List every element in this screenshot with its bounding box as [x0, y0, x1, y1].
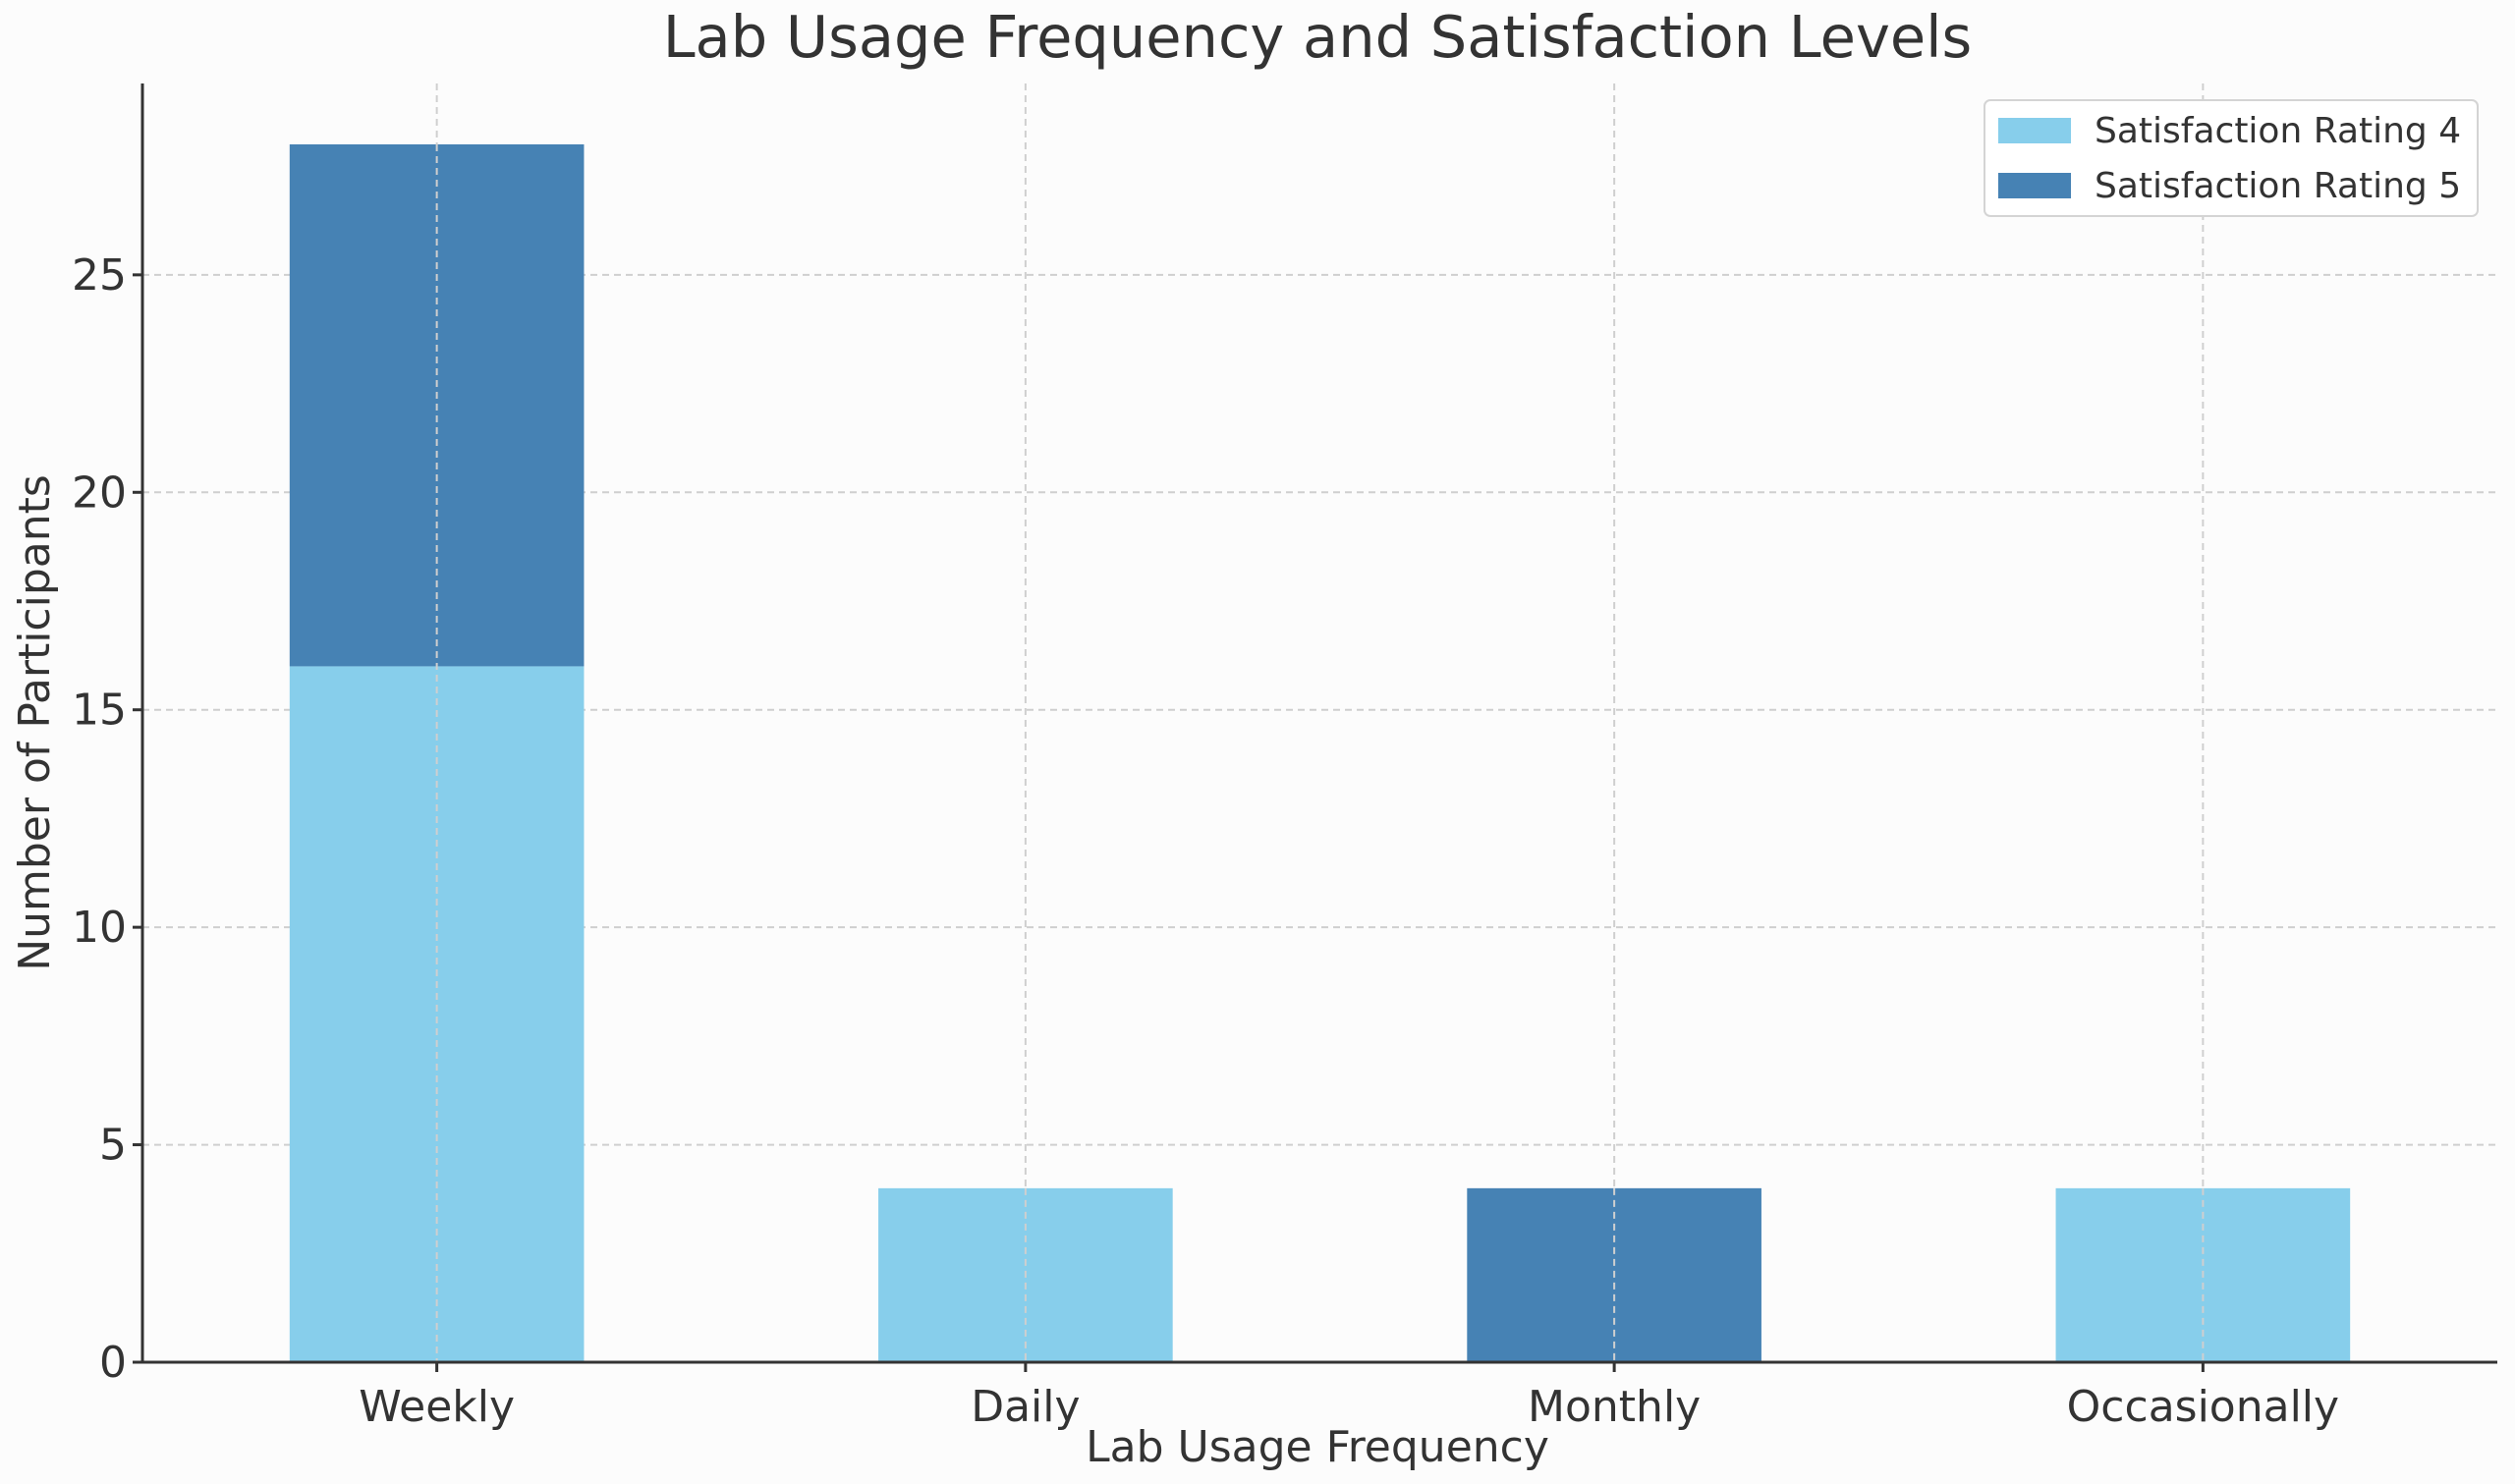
- x-axis-ticks: Weekly Daily Monthly Occasionally: [359, 1362, 2339, 1432]
- legend-box: [1984, 99, 2479, 217]
- legend-swatch-1: [1998, 118, 2071, 143]
- y-tick-label: 20: [72, 467, 127, 518]
- y-axis-ticks: 0 5 10 15 20 25: [72, 250, 142, 1388]
- y-axis-label: Number of Participants: [10, 474, 60, 971]
- x-tick-label-monthly: Monthly: [1528, 1382, 1701, 1432]
- legend: Satisfaction Rating 4 Satisfaction Rating…: [1984, 99, 2479, 217]
- chart-title: Lab Usage Frequency and Satisfaction Lev…: [663, 3, 1973, 71]
- x-tick-label-occasionally: Occasionally: [2067, 1382, 2339, 1432]
- y-tick-label: 10: [72, 903, 127, 953]
- x-tick-label-daily: Daily: [971, 1382, 1080, 1432]
- y-tick-label: 0: [99, 1338, 127, 1388]
- x-axis-label: Lab Usage Frequency: [1086, 1422, 1549, 1472]
- legend-label-1: Satisfaction Rating 4: [2095, 111, 2461, 151]
- axes: [140, 83, 2497, 1364]
- y-tick-label: 25: [72, 250, 127, 301]
- bars: [289, 144, 2351, 1362]
- y-tick-label: 5: [99, 1121, 127, 1171]
- x-tick-label-weekly: Weekly: [359, 1382, 515, 1432]
- legend-label-2: Satisfaction Rating 5: [2095, 166, 2461, 206]
- y-tick-label: 15: [72, 686, 127, 736]
- legend-swatch-2: [1998, 173, 2071, 198]
